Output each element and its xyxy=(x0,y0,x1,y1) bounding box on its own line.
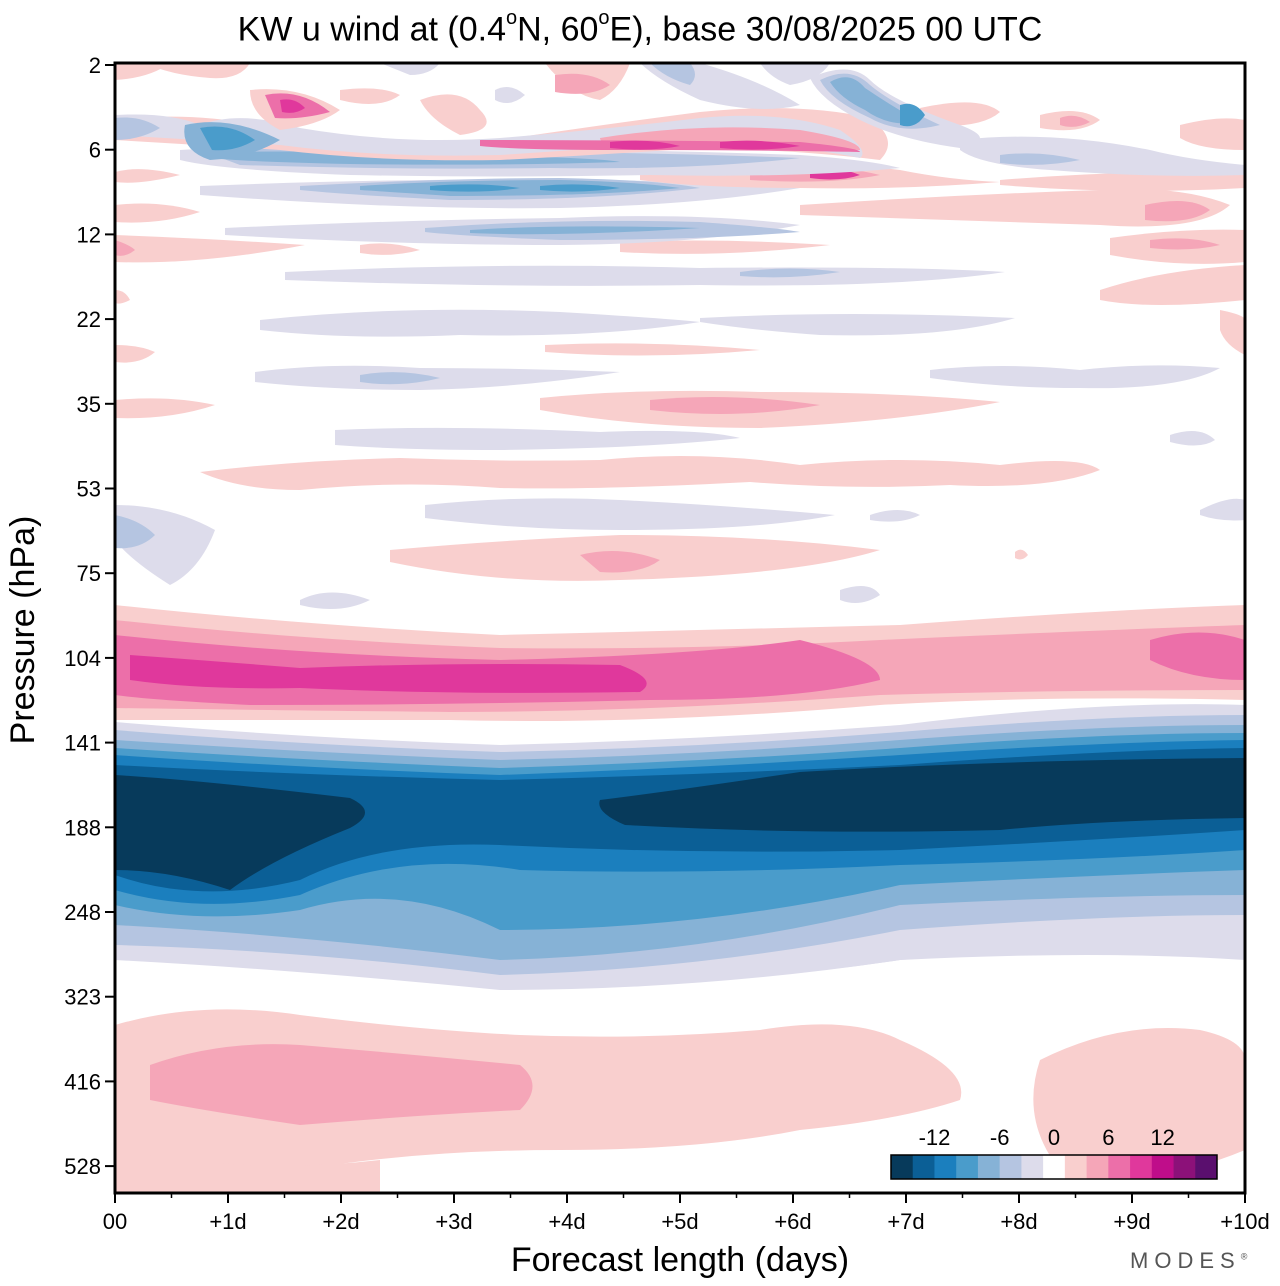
x-tick-label: +1d xyxy=(209,1209,246,1234)
x-tick-label: +2d xyxy=(322,1209,359,1234)
y-tick-label: 323 xyxy=(64,985,101,1010)
colorbar-label: 6 xyxy=(1102,1125,1114,1150)
colorbar-swatch xyxy=(1173,1155,1196,1179)
colorbar-swatch xyxy=(977,1155,1000,1179)
x-axis: 00 +1d +2d +3d +4d +5d +6d +7d +8d +9d +10d xyxy=(103,1193,1270,1234)
chart-title: KW u wind at (0.4oN, 60oE), base 30/08/2… xyxy=(237,7,1043,49)
y-tick-label: 22 xyxy=(77,307,101,332)
y-tick-label: 104 xyxy=(64,646,101,671)
colorbar-label: 0 xyxy=(1048,1125,1060,1150)
colorbar-swatch xyxy=(1151,1155,1174,1179)
colorbar-swatch xyxy=(1130,1155,1153,1179)
colorbar-swatch xyxy=(1043,1155,1066,1179)
x-tick-label: +6d xyxy=(774,1209,811,1234)
y-tick-label: 528 xyxy=(64,1154,101,1179)
x-tick-label: +7d xyxy=(887,1209,924,1234)
y-tick-label: 35 xyxy=(77,392,101,417)
colorbar-label: -12 xyxy=(919,1125,951,1150)
colorbar-swatch xyxy=(891,1155,914,1179)
x-tick-label: +10d xyxy=(1220,1209,1270,1234)
modes-watermark: MODES® xyxy=(1130,1248,1248,1273)
contour-field xyxy=(115,63,1245,1193)
y-tick-label: 188 xyxy=(64,815,101,840)
x-tick-label: +9d xyxy=(1113,1209,1150,1234)
y-tick-label: 2 xyxy=(89,53,101,78)
colorbar-label: -6 xyxy=(990,1125,1010,1150)
colorbar-swatch xyxy=(956,1155,979,1179)
x-axis-label: Forecast length (days) xyxy=(510,1241,850,1279)
colorbar-swatch xyxy=(999,1155,1022,1179)
colorbar-swatch xyxy=(1021,1155,1044,1179)
y-tick-label: 12 xyxy=(77,222,101,247)
y-tick-label: 141 xyxy=(64,731,101,756)
y-tick-label: 416 xyxy=(64,1069,101,1094)
y-axis-label: Pressure (hPa) xyxy=(4,515,42,745)
colorbar-swatch xyxy=(934,1155,957,1179)
colorbar-swatch xyxy=(1108,1155,1131,1179)
y-tick-label: 6 xyxy=(89,138,101,163)
colorbar-swatch xyxy=(912,1155,935,1179)
x-tick-label: +4d xyxy=(548,1209,585,1234)
x-tick-label: 00 xyxy=(103,1209,127,1234)
colorbar-swatch xyxy=(1195,1155,1218,1179)
colorbar-swatch xyxy=(1064,1155,1087,1179)
x-tick-label: +8d xyxy=(1000,1209,1037,1234)
colorbar: -12 -6 0 6 12 xyxy=(890,1125,1218,1180)
y-tick-label: 53 xyxy=(77,477,101,502)
y-axis: 2 6 12 22 35 53 75 104 141 188 248 323 416 528 xyxy=(64,53,115,1179)
y-tick-label: 75 xyxy=(77,561,101,586)
colorbar-label: 12 xyxy=(1150,1125,1174,1150)
x-tick-label: +3d xyxy=(435,1209,472,1234)
colorbar-swatch xyxy=(1086,1155,1109,1179)
colorbar-frame xyxy=(890,1154,1218,1180)
y-tick-label: 248 xyxy=(64,900,101,925)
x-tick-label: +5d xyxy=(661,1209,698,1234)
